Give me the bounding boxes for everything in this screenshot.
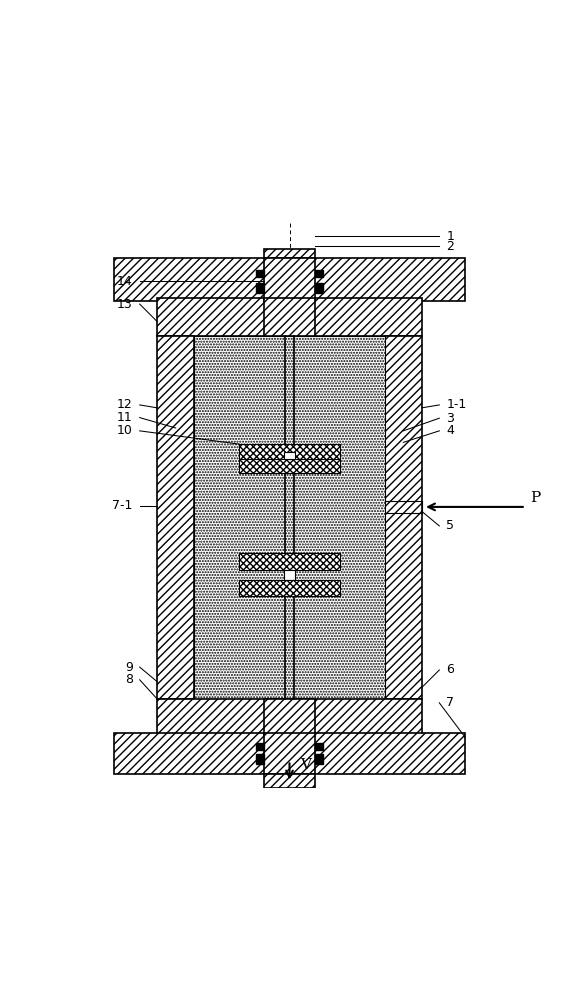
Bar bbox=[263, 733, 316, 774]
Bar bbox=[239, 580, 340, 596]
Bar bbox=[113, 258, 466, 301]
Bar bbox=[316, 283, 323, 293]
Bar bbox=[256, 270, 263, 277]
Text: 5: 5 bbox=[446, 519, 455, 532]
Text: 6: 6 bbox=[446, 663, 454, 676]
Bar bbox=[239, 553, 340, 570]
Bar bbox=[239, 444, 340, 460]
Bar bbox=[263, 249, 316, 258]
Text: 10: 10 bbox=[117, 424, 133, 437]
Bar bbox=[263, 699, 316, 736]
Bar bbox=[284, 570, 295, 580]
Text: P: P bbox=[530, 491, 541, 505]
Bar bbox=[316, 743, 323, 750]
Bar bbox=[263, 258, 316, 301]
Bar bbox=[256, 754, 263, 764]
Bar bbox=[157, 336, 195, 699]
Bar bbox=[263, 774, 316, 788]
Text: 11: 11 bbox=[117, 411, 133, 424]
Bar bbox=[157, 298, 422, 336]
Bar bbox=[256, 743, 263, 750]
Text: 1: 1 bbox=[446, 230, 454, 243]
Text: 1-1: 1-1 bbox=[446, 398, 467, 411]
Bar bbox=[263, 298, 316, 336]
Text: 4: 4 bbox=[446, 424, 454, 437]
Text: 2: 2 bbox=[446, 240, 454, 253]
Bar bbox=[157, 699, 422, 736]
Text: 3: 3 bbox=[446, 412, 454, 425]
Text: 12: 12 bbox=[117, 398, 133, 411]
Bar bbox=[316, 270, 323, 277]
Bar bbox=[195, 336, 384, 699]
Text: V: V bbox=[300, 758, 311, 772]
Text: 13: 13 bbox=[117, 298, 133, 311]
Bar bbox=[239, 459, 340, 473]
Text: 8: 8 bbox=[124, 673, 133, 686]
Text: 7: 7 bbox=[446, 696, 455, 709]
Bar bbox=[316, 754, 323, 764]
Text: 7-1: 7-1 bbox=[112, 499, 133, 512]
Text: 14: 14 bbox=[117, 275, 133, 288]
Bar bbox=[284, 452, 295, 459]
Bar bbox=[113, 733, 466, 774]
Bar bbox=[384, 336, 422, 699]
Bar bbox=[256, 283, 263, 293]
Text: 9: 9 bbox=[125, 661, 133, 674]
